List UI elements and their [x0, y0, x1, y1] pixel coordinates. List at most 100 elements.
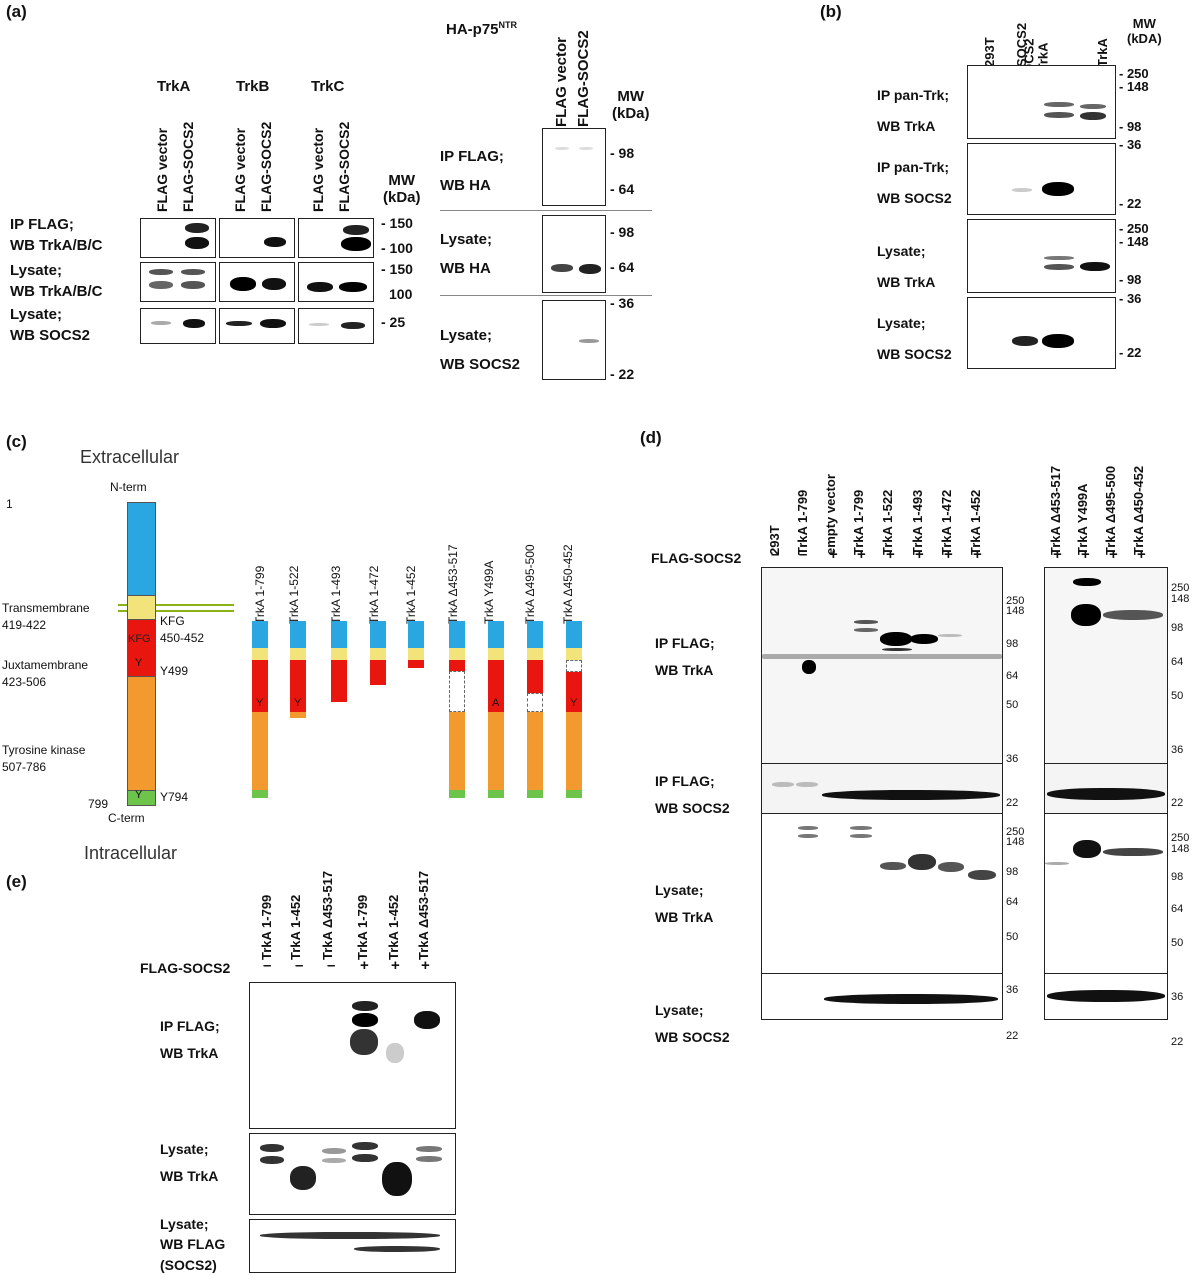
lane-label: TrkA 1-799	[259, 894, 274, 960]
tk-domain	[127, 676, 156, 792]
mw-marker: - 98	[1119, 119, 1142, 134]
mw-marker: 50	[1171, 937, 1184, 949]
blot-lysate-socs2-b	[219, 308, 295, 344]
mw-marker: 36	[1171, 991, 1184, 1003]
row-label: IP FLAG; WB HA	[440, 148, 504, 194]
sign: +	[421, 957, 430, 974]
mw-marker: - 22	[1119, 345, 1142, 360]
mw-title: MW (kDa)	[383, 172, 421, 207]
sign: +	[1137, 546, 1146, 563]
row-label: Lysate; WB TrkA	[655, 882, 714, 925]
lane-label: TrkA Y499A	[1075, 483, 1090, 555]
position-799: 799	[88, 797, 109, 811]
mw-marker: 148	[1006, 605, 1025, 617]
blot-d-lysate-trka-right	[1044, 813, 1168, 975]
mw-marker: 22	[1006, 1030, 1019, 1042]
extracellular-label: Extracellular	[80, 447, 180, 467]
jm-domain	[127, 619, 156, 678]
sign: +	[829, 546, 838, 563]
lane-label: FLAG vector	[154, 127, 170, 212]
blot-e-lysate-flag	[249, 1219, 456, 1273]
ctail-domain	[127, 790, 156, 806]
row-label: IP FLAG; WB SOCS2	[655, 773, 730, 816]
mw-marker: - 64	[610, 181, 635, 197]
mw-marker: 50	[1006, 931, 1019, 943]
mw-marker: 98	[1006, 638, 1019, 650]
sign: +	[360, 957, 369, 974]
mw-marker: 148	[1171, 843, 1190, 855]
blot-ip-trkc	[298, 218, 374, 258]
mw-marker: 64	[1006, 896, 1019, 908]
kfg-label: KFG 450-452	[160, 614, 205, 645]
panel-label-a: (a)	[6, 2, 27, 21]
position-1: 1	[6, 497, 13, 511]
row-label: IP pan-Trk; WB TrkA	[877, 87, 950, 134]
cterm-label: C-term	[108, 811, 145, 825]
sign: +	[915, 546, 924, 563]
mw-marker: 100	[389, 286, 413, 302]
mw-marker: 98	[1171, 622, 1184, 634]
mw-marker: 36	[1006, 753, 1019, 765]
row-label: Lysate; WB SOCS2	[655, 1002, 730, 1045]
blot-b-ip-trka	[967, 65, 1116, 139]
mw-marker: - 22	[610, 366, 635, 382]
mw-marker: 64	[1006, 670, 1019, 682]
panel-label-d: (d)	[640, 428, 662, 447]
y-marker: Y	[135, 657, 143, 669]
blot-b-lysate-socs2	[967, 297, 1116, 369]
y794-label: Y794	[160, 790, 189, 804]
row-label: IP FLAG; WB TrkA/B/C	[10, 216, 103, 254]
tm-domain	[127, 595, 156, 621]
mw-marker: 250	[1006, 595, 1025, 607]
p75-title: HA-p75NTR	[446, 20, 518, 38]
sign: +	[391, 957, 400, 974]
lane-label: FLAG vector	[553, 36, 570, 127]
mw-marker: 22	[1171, 797, 1184, 809]
blot-b-ip-socs2	[967, 143, 1116, 215]
sign: –	[327, 957, 336, 974]
blot-e-ip-trka	[249, 982, 456, 1129]
blot-b-lysate-trka	[967, 219, 1116, 293]
nterm-label: N-term	[110, 480, 147, 494]
tm-label: Transmembrane 419-422	[2, 601, 90, 632]
mw-marker: 148	[1006, 836, 1025, 848]
intracellular-label: Intracellular	[84, 843, 178, 863]
y499-label: Y499	[160, 664, 189, 678]
mw-marker: - 22	[1119, 196, 1142, 211]
sign: +	[1109, 546, 1118, 563]
mw-marker: 22	[1006, 797, 1019, 809]
construct-label: TrkA 1-493	[329, 565, 343, 624]
blot-p75-ip	[542, 128, 606, 206]
lane-label: 293T	[982, 37, 997, 67]
construct-label: TrkA Y499A	[482, 560, 496, 624]
mw-marker: - 98	[1119, 272, 1142, 287]
blot-lysate-trka	[140, 262, 216, 302]
row-label: IP FLAG; WB TrkA	[655, 635, 715, 678]
mw-marker: - 36	[610, 295, 635, 311]
lane-label: empty vector	[823, 474, 838, 555]
sign: +	[944, 546, 953, 563]
mw-title: MW (kDA)	[1127, 16, 1162, 46]
mw-marker: 64	[1171, 656, 1184, 668]
construct-label: TrkA 1-522	[287, 565, 301, 624]
sign: +	[1081, 546, 1090, 563]
mw-marker: 22	[1171, 1036, 1184, 1048]
mw-marker: 64	[1171, 903, 1184, 915]
lane-label: TrkA Δ453-517	[416, 870, 431, 960]
sign: –	[295, 957, 304, 974]
row-label: Lysate; WB SOCS2	[440, 327, 521, 373]
trkc-header: TrkC	[311, 78, 345, 95]
y-marker: Y	[135, 789, 143, 801]
mw-marker: - 250	[1119, 66, 1149, 81]
mw-marker: 98	[1171, 871, 1184, 883]
construct-label: TrkA Δ453-517	[446, 544, 460, 624]
blot-p75-lysate-socs2	[542, 300, 606, 380]
sign: –	[799, 546, 808, 563]
lane-label: TrkA 1-799	[355, 894, 370, 960]
mw-marker: - 36	[1119, 291, 1142, 306]
ecd-domain	[127, 502, 156, 597]
row-label: Lysate; WB TrkA	[877, 243, 936, 290]
sign: +	[886, 546, 895, 563]
blot-lysate-socs2-c	[298, 308, 374, 344]
row-label: IP pan-Trk; WB SOCS2	[877, 159, 952, 206]
